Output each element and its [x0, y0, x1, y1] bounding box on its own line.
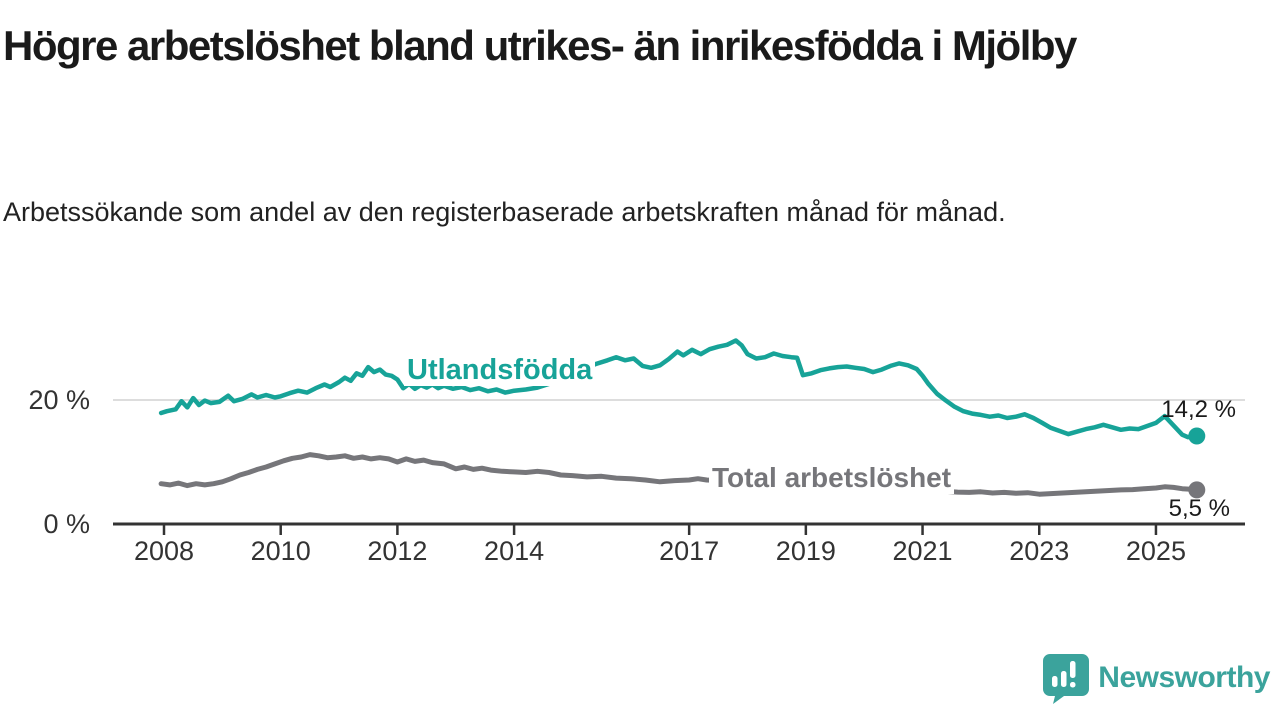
logo-exclamation-bar — [1070, 661, 1076, 678]
newsworthy-logo-icon — [1043, 654, 1090, 704]
x-tick-label: 2010 — [250, 536, 311, 566]
series-end-dot-utlandsfodda — [1188, 427, 1206, 445]
x-tick-label: 2012 — [367, 536, 428, 566]
newsworthy-logo-text: Newsworthy — [1098, 661, 1270, 694]
x-tick-label: 2017 — [659, 536, 720, 566]
y-tick-label: 0 % — [43, 509, 90, 539]
x-tick-label: 2025 — [1125, 536, 1186, 566]
series-line-utlandsfodda — [158, 338, 1200, 440]
x-tick-label: 2023 — [1009, 536, 1070, 566]
logo-bar-2 — [1061, 671, 1067, 687]
x-tick-label: 2014 — [484, 536, 545, 566]
series-label-total-arbetsloshet: Total arbetslöshet — [709, 462, 955, 494]
end-value-label-total: 5,5 % — [1168, 495, 1230, 522]
series-end-dot-total — [1188, 481, 1206, 499]
series-line-total — [158, 452, 1200, 497]
x-tick-label: 2019 — [775, 536, 836, 566]
logo-exclamation-dot — [1070, 682, 1076, 688]
x-tick-label: 2008 — [133, 536, 195, 566]
y-tick-label: 20 % — [28, 385, 90, 415]
newsworthy-logo: Newsworthy — [1040, 652, 1270, 704]
chart-subtitle: Arbetssökande som andel av den registerb… — [3, 197, 1006, 227]
end-value-label-utlandsfodda: 14,2 % — [1161, 396, 1236, 423]
chart-title: Högre arbetslöshet bland utrikes- än inr… — [3, 22, 1077, 69]
logo-bar-1 — [1052, 676, 1058, 687]
x-tick-label: 2021 — [892, 536, 953, 566]
series-label-utlandsfodda: Utlandsfödda — [404, 355, 596, 386]
